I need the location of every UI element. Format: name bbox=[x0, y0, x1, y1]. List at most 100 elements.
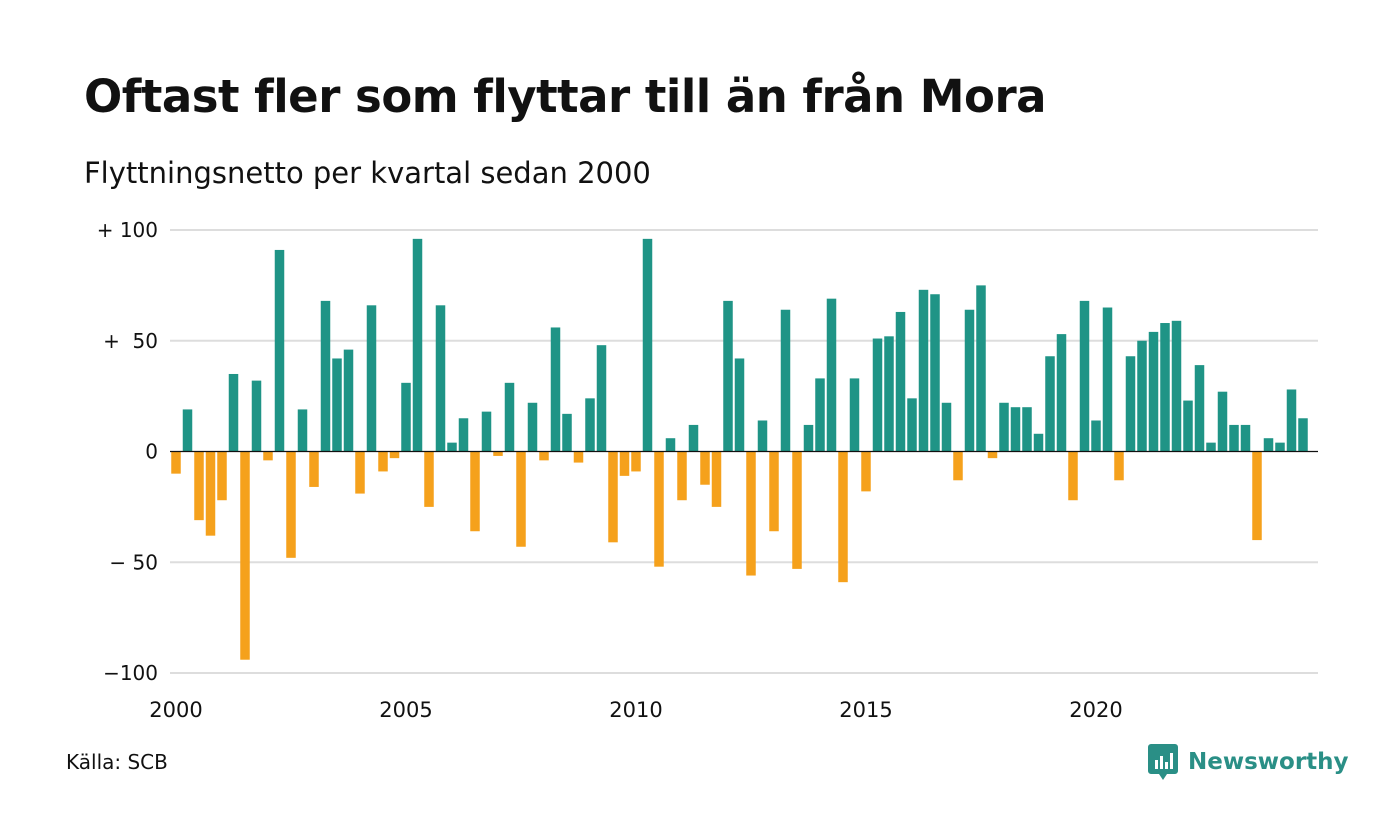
bar bbox=[320, 300, 331, 452]
newsworthy-logo: Newsworthy bbox=[1148, 744, 1349, 780]
bar bbox=[918, 289, 929, 452]
bar bbox=[309, 451, 319, 487]
bar bbox=[1068, 451, 1078, 501]
bar bbox=[608, 451, 618, 543]
bar bbox=[263, 451, 273, 461]
bar bbox=[734, 358, 745, 452]
bar bbox=[838, 451, 848, 583]
bar bbox=[171, 451, 181, 474]
bar bbox=[861, 451, 871, 492]
bar bbox=[757, 420, 768, 452]
bar bbox=[953, 451, 963, 481]
bar bbox=[1033, 433, 1044, 452]
bar bbox=[435, 305, 446, 452]
bar bbox=[1160, 323, 1170, 452]
x-tick-label: 2020 bbox=[1069, 698, 1122, 722]
bar bbox=[240, 451, 250, 660]
bar bbox=[573, 451, 584, 463]
bar bbox=[815, 378, 825, 452]
bar bbox=[389, 451, 400, 459]
bar bbox=[504, 382, 515, 452]
bar bbox=[205, 451, 216, 536]
bar bbox=[711, 451, 722, 507]
bar bbox=[1091, 420, 1101, 452]
bar bbox=[1217, 391, 1228, 452]
bar bbox=[700, 451, 710, 485]
bar bbox=[1114, 451, 1124, 481]
bar bbox=[182, 409, 193, 452]
bar bbox=[1171, 320, 1182, 452]
bar bbox=[527, 402, 538, 452]
x-tick-label: 2000 bbox=[149, 698, 202, 722]
chart-title: Oftast fler som flyttar till än från Mor… bbox=[84, 70, 1047, 123]
bar bbox=[470, 451, 480, 532]
y-tick-label: − 50 bbox=[109, 550, 158, 574]
bar bbox=[228, 373, 239, 452]
bar bbox=[332, 358, 342, 452]
x-axis-tick-labels: 2000 2005 2010 2015 2020 bbox=[149, 698, 1122, 722]
bar bbox=[217, 451, 227, 501]
bar bbox=[539, 451, 549, 461]
bar bbox=[907, 398, 917, 452]
bar bbox=[378, 451, 388, 472]
bar bbox=[1102, 307, 1113, 452]
bar bbox=[550, 327, 561, 452]
bar bbox=[447, 442, 457, 452]
bar bbox=[1022, 407, 1032, 452]
bar bbox=[631, 451, 641, 472]
bar bbox=[872, 338, 883, 452]
bar bbox=[987, 451, 998, 459]
bar bbox=[803, 424, 814, 452]
x-tick-label: 2015 bbox=[839, 698, 892, 722]
bar bbox=[1125, 356, 1136, 452]
bar bbox=[458, 418, 469, 452]
bar bbox=[976, 285, 986, 452]
bar bbox=[688, 424, 699, 452]
bar bbox=[516, 451, 526, 547]
bar bbox=[412, 238, 423, 452]
bar bbox=[964, 309, 975, 452]
bar bbox=[677, 451, 687, 501]
x-tick-label: 2005 bbox=[379, 698, 432, 722]
bar bbox=[792, 451, 802, 569]
bar bbox=[1045, 356, 1055, 452]
bar bbox=[895, 311, 906, 452]
bar bbox=[1206, 442, 1216, 452]
bar bbox=[1275, 442, 1285, 452]
bar bbox=[642, 238, 653, 452]
bar bbox=[654, 451, 664, 567]
bar bbox=[1056, 334, 1067, 452]
bars bbox=[171, 238, 1308, 660]
bar bbox=[596, 345, 607, 452]
bar bbox=[251, 380, 262, 452]
bar bbox=[849, 378, 860, 452]
bar bbox=[884, 336, 894, 452]
bar bbox=[366, 305, 377, 452]
bar bbox=[194, 451, 204, 521]
bar bbox=[274, 249, 285, 452]
source-note: Källa: SCB bbox=[66, 750, 168, 774]
bar bbox=[1148, 331, 1159, 452]
y-tick-label: + 100 bbox=[97, 218, 158, 242]
bar-chart-speech-bubble-icon bbox=[1148, 744, 1178, 780]
chart-subtitle: Flyttningsnetto per kvartal sedan 2000 bbox=[84, 156, 651, 190]
bar bbox=[585, 398, 595, 452]
bar bbox=[999, 402, 1009, 452]
bar bbox=[1137, 340, 1147, 452]
y-tick-label: 0 bbox=[145, 440, 158, 464]
gridlines bbox=[170, 229, 1318, 674]
bar bbox=[746, 451, 756, 576]
bar bbox=[723, 300, 733, 452]
y-axis-tick-labels: + 100 + 50 0 − 50 −100 bbox=[97, 218, 158, 685]
bar bbox=[401, 382, 411, 452]
bar bbox=[493, 451, 503, 456]
bar bbox=[826, 298, 837, 452]
bar-chart: + 100 + 50 0 − 50 −100 2000 2005 2010 2015 2020 bbox=[97, 218, 1318, 722]
bar bbox=[941, 402, 952, 452]
bar bbox=[1229, 424, 1239, 452]
bar bbox=[286, 451, 296, 558]
bar bbox=[1079, 300, 1090, 452]
brand-name: Newsworthy bbox=[1188, 749, 1349, 775]
bar bbox=[1010, 407, 1021, 452]
bar bbox=[343, 349, 354, 452]
